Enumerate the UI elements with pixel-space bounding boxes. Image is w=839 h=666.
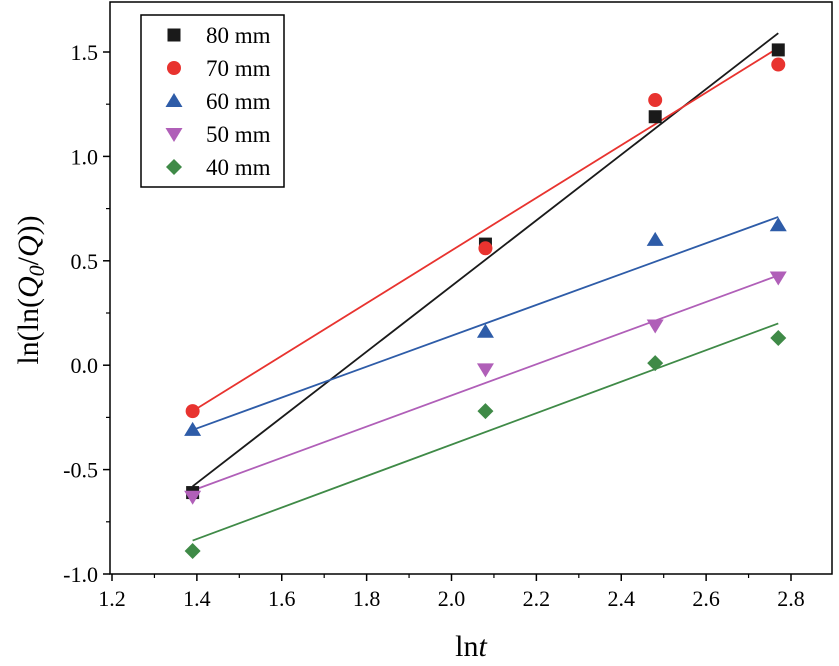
plot-frame [109, 1, 833, 575]
data-point-40-mm [184, 543, 201, 560]
data-point-80-mm [771, 43, 785, 57]
data-point-50-mm [769, 271, 787, 286]
x-tick-label: 2.0 [438, 586, 466, 611]
data-point-60-mm [476, 323, 494, 338]
x-tick-label: 1.2 [98, 586, 126, 611]
data-point-50-mm [646, 319, 664, 334]
y-axis-ticks: -1.0 -0.5 0.0 0.5 1.0 1.5 [63, 40, 110, 587]
data-point-80-mm [648, 110, 662, 124]
legend: 80 mm 70 mm 60 mm 50 mm 40 mm [140, 14, 285, 188]
x-tick-label: 1.8 [353, 586, 381, 611]
legend-box [140, 14, 285, 188]
y-tick-label: -0.5 [63, 458, 98, 483]
data-point-70-mm [771, 57, 786, 72]
data-point-50-mm [476, 363, 494, 378]
data-point-70-mm [648, 93, 663, 108]
y-tick-label: -1.0 [63, 562, 98, 587]
data-point-60-mm [769, 217, 787, 232]
y-tick-label: 0.0 [71, 353, 99, 378]
data-point-60-mm [646, 231, 664, 246]
fit-line-60-mm [192, 216, 779, 431]
fit-line-50-mm [192, 274, 779, 492]
data-point-40-mm [477, 403, 494, 420]
y-tick-label: 0.5 [71, 249, 99, 274]
legend-label: 70 mm [206, 56, 271, 81]
legend-label: 40 mm [206, 155, 271, 180]
x-axis-title: lnt [455, 630, 487, 663]
legend-label: 80 mm [206, 23, 271, 48]
x-tick-label: 2.8 [777, 586, 805, 611]
x-axis-ticks: 1.2 1.4 1.6 1.8 2.0 2.2 2.4 2.6 2.8 [98, 574, 805, 611]
y-tick-label: 1.5 [71, 40, 99, 65]
y-tick-label: 1.0 [71, 144, 99, 169]
legend-marker-40-mm [166, 159, 182, 175]
data-point-70-mm [478, 241, 493, 256]
x-tick-label: 2.2 [523, 586, 551, 611]
legend-marker-70-mm [167, 61, 181, 75]
fit-lines [192, 32, 779, 542]
data-points [184, 43, 787, 560]
legend-marker-80-mm [167, 28, 181, 42]
legend-marker-50-mm [165, 128, 183, 142]
legend-label: 50 mm [206, 122, 271, 147]
fit-line-70-mm [192, 47, 779, 412]
y-axis-title: ln(ln(Q0/Q)) [12, 215, 49, 364]
x-tick-label: 1.6 [268, 586, 296, 611]
legend-label: 60 mm [206, 89, 271, 114]
fit-line-40-mm [192, 322, 779, 542]
data-point-40-mm [770, 330, 787, 347]
x-tick-label: 2.4 [608, 586, 636, 611]
data-point-40-mm [647, 355, 664, 372]
x-tick-label: 1.4 [183, 586, 211, 611]
data-point-70-mm [185, 404, 200, 419]
data-point-50-mm [184, 490, 202, 505]
x-tick-label: 2.6 [692, 586, 720, 611]
legend-marker-60-mm [165, 93, 183, 107]
data-point-60-mm [184, 421, 202, 436]
